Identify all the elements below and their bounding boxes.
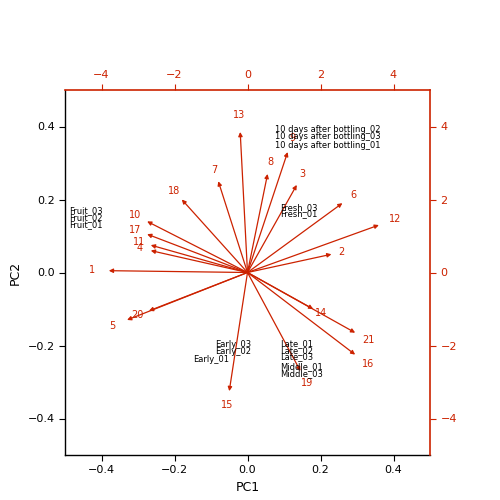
Text: Early_03: Early_03 <box>214 340 251 349</box>
Text: Fruit_03: Fruit_03 <box>68 206 102 215</box>
Text: 16: 16 <box>362 360 374 370</box>
Text: 4: 4 <box>136 243 142 253</box>
Text: 10 days after bottling_01: 10 days after bottling_01 <box>275 141 380 150</box>
Text: Middle_03: Middle_03 <box>280 368 323 378</box>
Text: Fruit_01: Fruit_01 <box>68 220 102 230</box>
Text: 6: 6 <box>350 190 357 200</box>
Text: 20: 20 <box>131 310 143 320</box>
Text: Early_02: Early_02 <box>214 347 250 356</box>
Text: 3: 3 <box>300 170 306 179</box>
Text: Late_01: Late_01 <box>280 339 314 348</box>
Text: Fresh_01: Fresh_01 <box>280 210 318 218</box>
Text: 18: 18 <box>168 186 180 196</box>
Text: Late_02: Late_02 <box>280 346 314 354</box>
Text: 2: 2 <box>338 247 344 257</box>
Text: 19: 19 <box>300 378 313 388</box>
Text: 17: 17 <box>129 224 141 234</box>
Text: 10 days after bottling_02: 10 days after bottling_02 <box>275 124 380 134</box>
Text: 10: 10 <box>129 210 141 220</box>
Text: 15: 15 <box>221 400 233 410</box>
Text: 5: 5 <box>110 320 116 330</box>
Text: 10 days after bottling_03: 10 days after bottling_03 <box>275 132 380 141</box>
Text: Middle_01: Middle_01 <box>280 362 323 371</box>
Text: 14: 14 <box>315 308 327 318</box>
Text: 7: 7 <box>212 166 218 175</box>
Y-axis label: PC2: PC2 <box>9 260 22 284</box>
Text: 9: 9 <box>290 132 296 142</box>
Text: 13: 13 <box>233 110 245 120</box>
Text: Fresh_03: Fresh_03 <box>280 203 318 212</box>
Text: Fruit_02: Fruit_02 <box>68 213 102 222</box>
Text: Late_03: Late_03 <box>280 352 314 362</box>
Text: 21: 21 <box>362 335 374 345</box>
Text: 11: 11 <box>133 237 145 247</box>
Text: 1: 1 <box>89 266 95 276</box>
Text: 8: 8 <box>267 157 273 167</box>
X-axis label: PC1: PC1 <box>236 481 260 494</box>
Text: 12: 12 <box>388 214 401 224</box>
Text: Early_01: Early_01 <box>194 355 230 364</box>
